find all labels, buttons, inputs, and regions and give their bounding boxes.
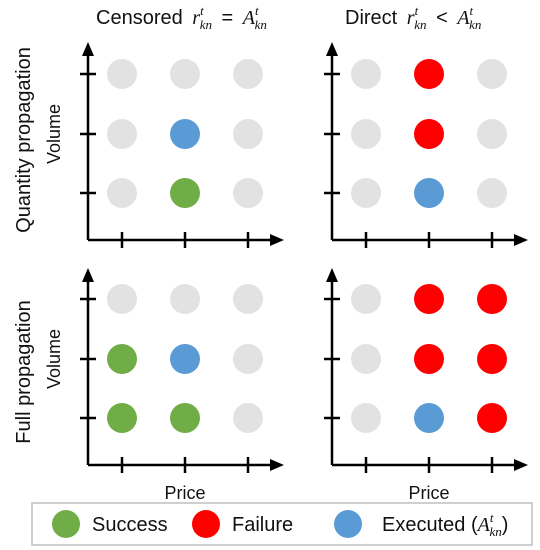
cell-empty-r1-c3 bbox=[477, 59, 507, 89]
cell-success-r3-c2 bbox=[170, 403, 200, 433]
column-title-censored: Censored rt kn = At kn bbox=[96, 3, 267, 34]
panel-quantity-direct bbox=[324, 42, 528, 248]
cell-failure-r2-c3 bbox=[477, 344, 507, 374]
legend-executed-swatch bbox=[334, 510, 362, 538]
x-axis-arrow bbox=[514, 459, 528, 471]
legend-success-swatch bbox=[52, 510, 80, 538]
cell-empty-r1-c1 bbox=[107, 59, 137, 89]
cell-failure-r2-c2 bbox=[414, 119, 444, 149]
cell-empty-r2-c3 bbox=[233, 119, 263, 149]
cell-empty-r1-c3 bbox=[233, 59, 263, 89]
cell-empty-r1-c1 bbox=[107, 284, 137, 314]
cell-empty-r2-c3 bbox=[233, 344, 263, 374]
legend-success-label: Success bbox=[92, 514, 168, 536]
legend-executed-label: Executed (At kn) bbox=[382, 510, 508, 539]
cell-failure-r3-c3 bbox=[477, 403, 507, 433]
cell-executed-r3-c2 bbox=[414, 178, 444, 208]
panel-quantity-censored: Volume bbox=[44, 42, 284, 248]
y-axis-arrow bbox=[326, 268, 338, 282]
cell-success-r2-c1 bbox=[107, 344, 137, 374]
cell-executed-r3-c2 bbox=[414, 403, 444, 433]
cell-empty-r3-c1 bbox=[351, 178, 381, 208]
cell-empty-r2-c3 bbox=[477, 119, 507, 149]
cell-empty-r2-c1 bbox=[351, 119, 381, 149]
cell-failure-r1-c2 bbox=[414, 284, 444, 314]
cell-failure-r2-c2 bbox=[414, 344, 444, 374]
y-axis-arrow bbox=[326, 42, 338, 56]
cell-empty-r1-c2 bbox=[170, 284, 200, 314]
row-title-quantity: Quantity propagation bbox=[13, 47, 35, 233]
legend-box bbox=[31, 502, 533, 546]
row-title-full: Full propagation bbox=[13, 300, 35, 443]
column-title-direct: Direct rt kn < At kn bbox=[345, 3, 481, 34]
cell-failure-r1-c2 bbox=[414, 59, 444, 89]
cell-empty-r2-c1 bbox=[107, 119, 137, 149]
cell-empty-r2-c1 bbox=[351, 344, 381, 374]
cell-failure-r1-c3 bbox=[477, 284, 507, 314]
x-axis-arrow bbox=[270, 234, 284, 246]
cell-executed-r2-c2 bbox=[170, 119, 200, 149]
y-axis-arrow bbox=[82, 42, 94, 56]
cell-success-r3-c2 bbox=[170, 178, 200, 208]
y-axis-label: Volume bbox=[44, 104, 64, 164]
cell-empty-r3-c3 bbox=[477, 178, 507, 208]
cell-executed-r2-c2 bbox=[170, 344, 200, 374]
cell-empty-r1-c1 bbox=[351, 284, 381, 314]
cell-empty-r3-c1 bbox=[351, 403, 381, 433]
legend-failure-label: Failure bbox=[232, 514, 293, 536]
panel-full-censored: Volume Price bbox=[44, 268, 284, 503]
x-axis-arrow bbox=[514, 234, 528, 246]
panel-full-direct: Price bbox=[324, 268, 528, 503]
x-axis-label: Price bbox=[164, 483, 205, 503]
cell-success-r3-c1 bbox=[107, 403, 137, 433]
cell-empty-r1-c3 bbox=[233, 284, 263, 314]
y-axis-arrow bbox=[82, 268, 94, 282]
legend: Success Failure Executed (At kn) bbox=[31, 502, 533, 546]
cell-empty-r3-c3 bbox=[233, 403, 263, 433]
cell-empty-r3-c1 bbox=[107, 178, 137, 208]
panels: Volume Volume Price Price bbox=[44, 42, 528, 503]
x-axis-label: Price bbox=[408, 483, 449, 503]
x-axis-arrow bbox=[270, 459, 284, 471]
legend-failure-swatch bbox=[192, 510, 220, 538]
cell-empty-r3-c3 bbox=[233, 178, 263, 208]
y-axis-label: Volume bbox=[44, 329, 64, 389]
cell-empty-r1-c1 bbox=[351, 59, 381, 89]
cell-empty-r1-c2 bbox=[170, 59, 200, 89]
